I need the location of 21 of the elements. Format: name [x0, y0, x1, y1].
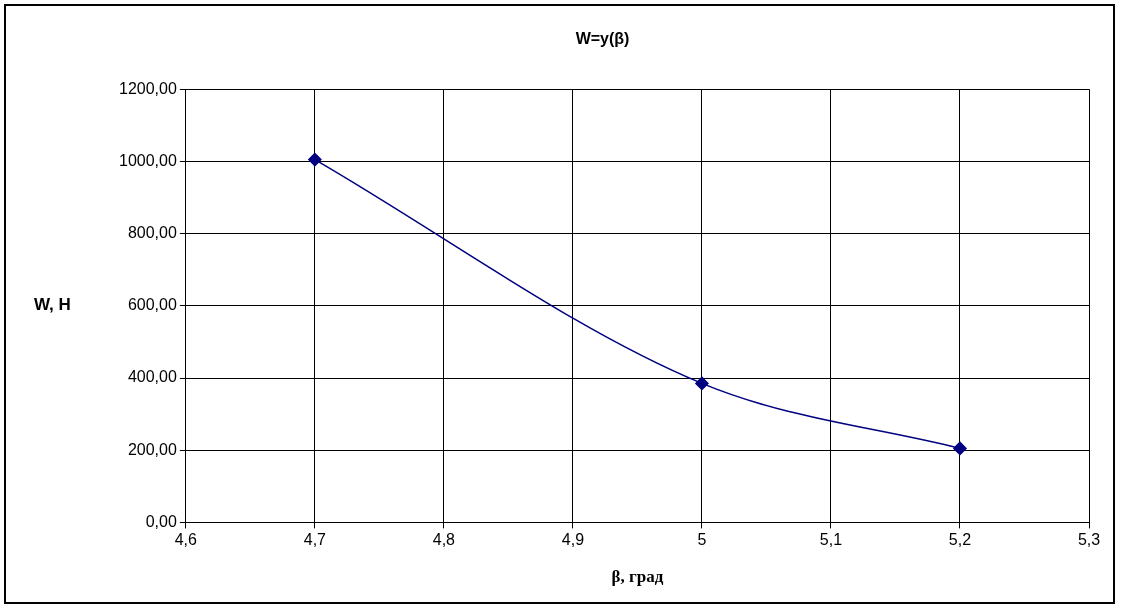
y-tick-label: 200,00 — [127, 440, 177, 458]
y-axis-title: W, H — [34, 295, 71, 315]
y-tick-label: 600,00 — [127, 296, 177, 314]
x-axis-title: β, град — [611, 567, 664, 587]
y-tick-label: 400,00 — [127, 368, 177, 386]
point — [953, 441, 967, 456]
x-tick-label: 5,2 — [948, 531, 972, 549]
x-tick-label: 4,9 — [561, 531, 585, 549]
y-tick-label: 1200,00 — [118, 79, 177, 97]
y-tick-label: 1000,00 — [118, 151, 177, 169]
point — [308, 152, 322, 167]
x-tick-label: 4,6 — [174, 531, 198, 549]
y-tick-label: 0,00 — [145, 512, 177, 530]
x-tick-label: 4,8 — [432, 531, 456, 549]
x-tick-label: 4,7 — [303, 531, 327, 549]
chart-title: W=y(β) — [575, 30, 630, 48]
x-tick-label: 5,1 — [819, 531, 843, 549]
point — [695, 376, 709, 391]
x-tick-label: 5 — [697, 531, 707, 549]
x-tick-label: 5,3 — [1077, 531, 1101, 549]
y-tick-label: 800,00 — [127, 224, 177, 242]
